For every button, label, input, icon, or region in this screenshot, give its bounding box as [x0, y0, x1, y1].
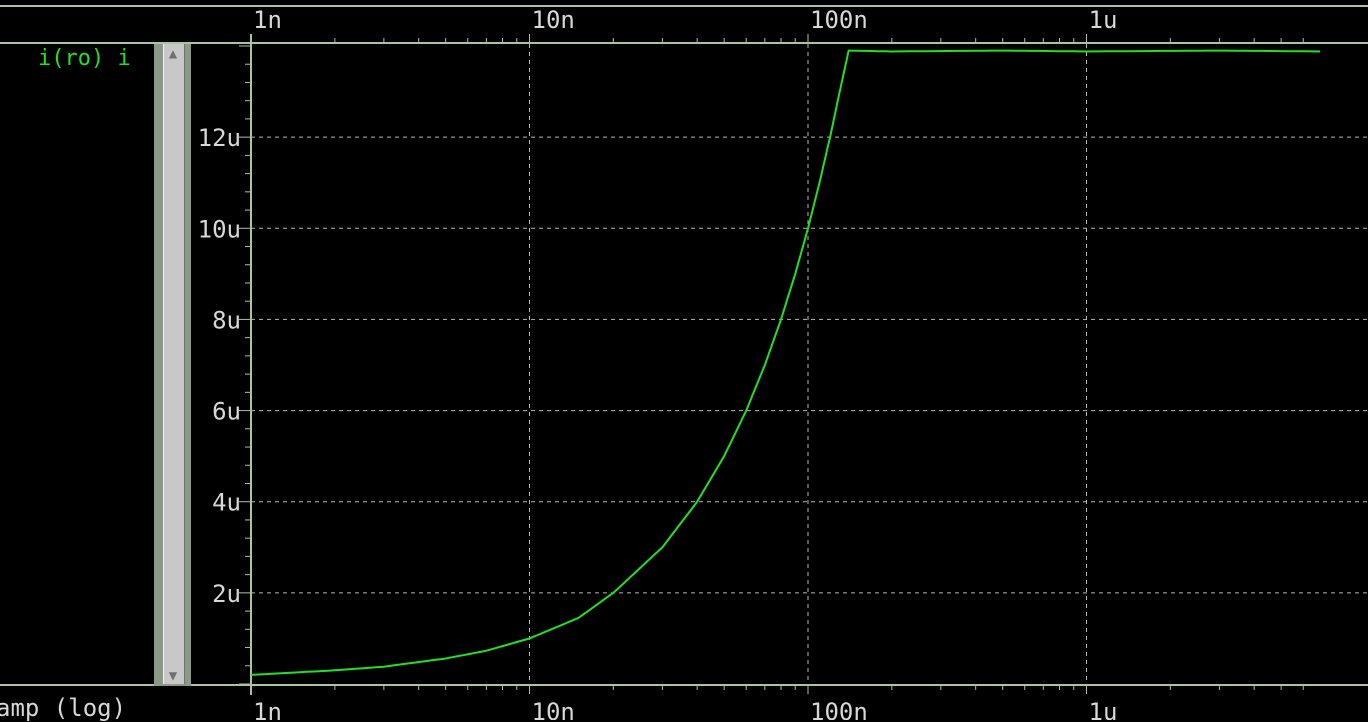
scroll-down-arrow-icon[interactable]: ▼ [163, 668, 183, 684]
x-tick-label-bottom: 100n [810, 698, 868, 720]
plot-frame [0, 6, 1368, 695]
x-tick-label-top: 10n [532, 6, 575, 34]
y-tick-label: 12u [198, 124, 241, 152]
vertical-scrollbar[interactable]: ▲ ▼ [154, 44, 191, 686]
axis-ticks [239, 34, 1303, 694]
x-tick-label-bottom: 1u [1089, 698, 1118, 720]
y-tick-label: 10u [198, 215, 241, 243]
x-axis-quantity-label: amp (log) [0, 694, 126, 722]
y-tick-label: 8u [212, 306, 241, 334]
y-tick-label: 6u [212, 398, 241, 426]
axis-tick-labels: 1n 1n 10n 10n 100n 100n 1u 1u 2u 4u 6u 8u 10u 12u [198, 6, 1118, 720]
x-tick-label-bottom: 10n [532, 698, 575, 720]
x-tick-label-top: 100n [810, 6, 868, 34]
scroll-up-arrow-icon[interactable]: ▲ [163, 46, 183, 62]
trace-name-label[interactable]: i(ro) i [38, 46, 131, 71]
trace-group [251, 51, 1320, 675]
y-tick-label: 4u [212, 489, 241, 517]
x-tick-label-top: 1u [1089, 6, 1118, 34]
trace-line-i-ro- [251, 51, 1320, 675]
x-tick-label-bottom: 1n [253, 698, 282, 720]
y-tick-label: 2u [212, 580, 241, 608]
x-tick-label-top: 1n [253, 6, 282, 34]
scroll-thumb[interactable] [163, 44, 185, 684]
grid-lines [251, 44, 1368, 684]
